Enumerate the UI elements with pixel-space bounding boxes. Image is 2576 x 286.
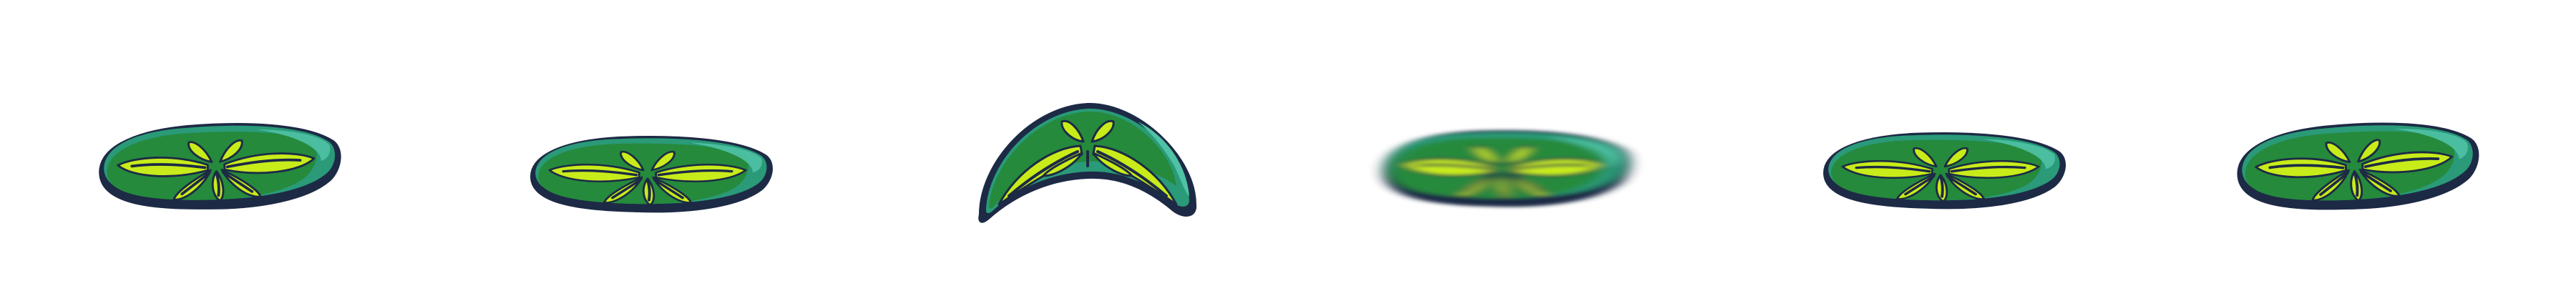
petal-top-left <box>1060 119 1085 143</box>
petal-top-left <box>1913 147 1938 168</box>
vein-left <box>130 163 207 169</box>
sand-dollar-highlight <box>1982 139 2055 169</box>
vein-bl <box>1465 172 1497 194</box>
petal-right <box>655 163 747 182</box>
vein-bl <box>180 171 211 196</box>
petal-left <box>117 157 209 177</box>
sand-dollar-body <box>107 132 317 200</box>
vein-center <box>646 178 651 202</box>
petal-top-right <box>2357 139 2381 163</box>
sand-dollar-highlight <box>1546 137 1620 167</box>
petal-top-left <box>2325 141 2351 164</box>
vein-br <box>2360 170 2392 192</box>
vein-br <box>1508 172 1540 194</box>
vein-bl <box>1904 174 1936 196</box>
sprite-canvas <box>978 102 1197 223</box>
sprite-frame-2 <box>429 0 859 286</box>
petal-top-left <box>187 141 213 163</box>
sand-dollar-body <box>989 111 1176 209</box>
sprite-frame-5 <box>1717 0 2147 286</box>
sand-dollar <box>1382 129 1631 207</box>
petal-left <box>2255 157 2348 179</box>
petal-top-left <box>1474 144 1500 166</box>
vein-left <box>1415 163 1493 171</box>
petal-right <box>223 152 316 174</box>
sprite-frame-6 <box>2147 0 2576 286</box>
petal-top-right <box>650 150 675 172</box>
petal-left <box>1841 159 1933 179</box>
sand-dollar-body <box>1391 137 1606 199</box>
vein-left <box>2268 164 2345 169</box>
petal-left <box>1401 157 1496 177</box>
sand-dollar <box>2237 122 2479 210</box>
petal-right <box>2361 151 2454 174</box>
petal-top-right <box>1506 144 1531 166</box>
petal-bottom-right <box>1092 152 1133 177</box>
sprite-canvas <box>1823 132 2066 209</box>
sprite-frame-3 <box>859 0 1288 286</box>
sprite-frame-1 <box>0 0 429 286</box>
blurred-sand-dollar <box>1382 129 1631 207</box>
vein-center <box>1939 174 1944 198</box>
vein-right <box>2363 157 2440 168</box>
sand-dollar-highlight <box>689 142 762 173</box>
sand-dollar-body <box>538 143 749 204</box>
vein-left <box>1008 150 1079 197</box>
vein-bl <box>2319 172 2349 196</box>
vein-br <box>1946 174 1977 196</box>
vein-right <box>657 169 733 177</box>
sand-dollar <box>99 123 341 209</box>
vein-right <box>1950 165 2026 173</box>
vein-right <box>225 158 302 169</box>
petal-left <box>548 163 640 182</box>
sand-dollar <box>1823 132 2066 209</box>
vein-right <box>1513 163 1590 171</box>
vein-br <box>222 171 254 193</box>
vein-center <box>2353 171 2359 197</box>
vein-bl <box>611 178 643 199</box>
petal-top-right <box>1943 147 1968 168</box>
sand-dollar-bent <box>978 102 1197 223</box>
sand-dollar-body <box>1831 139 2042 201</box>
petal-right <box>1510 157 1604 177</box>
petal-right <box>1948 159 2040 179</box>
sand-dollar-highlight <box>2394 129 2468 159</box>
sprite-canvas <box>1382 129 1631 207</box>
vein-br <box>653 178 684 199</box>
petal-top-right <box>219 139 243 163</box>
sprite-canvas <box>2237 122 2479 210</box>
vein-left <box>562 169 638 177</box>
vein-center <box>1501 172 1506 196</box>
sand-dollar-highlight <box>257 129 331 161</box>
vein-right <box>1096 150 1168 197</box>
petal-bottom-left <box>1042 152 1083 177</box>
petal-top-left <box>620 150 645 172</box>
sprite-canvas <box>99 123 341 209</box>
vein-left <box>1855 165 1931 173</box>
sprite-frame-4 <box>1288 0 1717 286</box>
petal-top-right <box>1091 119 1115 143</box>
sand-dollar <box>530 135 773 213</box>
sand-dollar-body <box>2245 131 2455 201</box>
vein-center <box>215 171 220 197</box>
sprite-canvas <box>530 135 773 213</box>
